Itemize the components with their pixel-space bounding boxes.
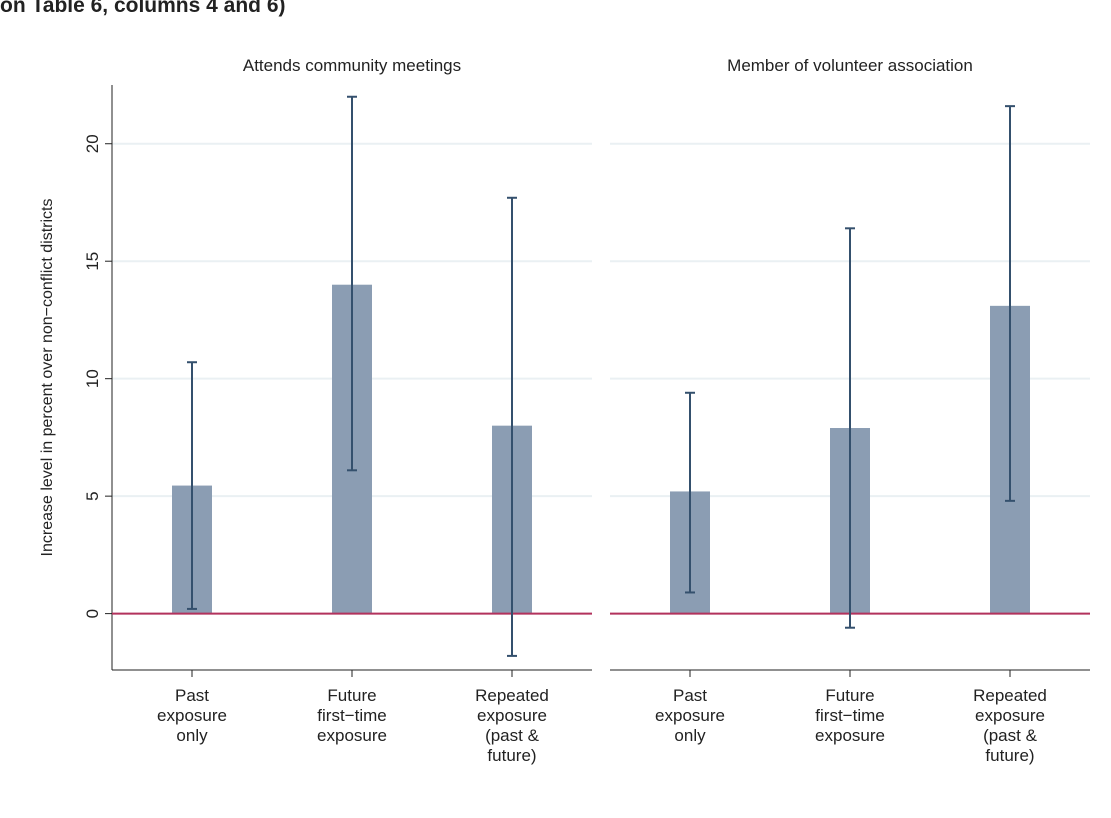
- y-tick-label: 0: [83, 609, 102, 618]
- y-tick-label: 15: [83, 252, 102, 271]
- x-tick-label: exposure: [655, 706, 725, 725]
- x-tick-label: only: [674, 726, 706, 745]
- y-tick-label: 10: [83, 369, 102, 388]
- x-tick-label: exposure: [815, 726, 885, 745]
- x-tick-label: Repeated: [475, 686, 549, 705]
- y-tick-label: 5: [83, 491, 102, 500]
- panel-title: Member of volunteer association: [727, 56, 973, 75]
- x-tick-label: Future: [825, 686, 874, 705]
- x-tick-label: Repeated: [973, 686, 1047, 705]
- x-tick-label: Future: [327, 686, 376, 705]
- x-tick-label: first−time: [317, 706, 386, 725]
- header-text: on Table 6, columns 4 and 6): [0, 0, 286, 17]
- x-tick-label: exposure: [317, 726, 387, 745]
- x-tick-label: only: [176, 726, 208, 745]
- x-tick-label: exposure: [157, 706, 227, 725]
- y-tick-label: 20: [83, 134, 102, 153]
- x-tick-label: Past: [673, 686, 707, 705]
- x-tick-label: future): [487, 746, 536, 765]
- x-tick-label: Past: [175, 686, 209, 705]
- x-tick-label: (past &: [983, 726, 1038, 745]
- x-tick-label: exposure: [975, 706, 1045, 725]
- panel-title: Attends community meetings: [243, 56, 461, 75]
- x-tick-label: future): [985, 746, 1034, 765]
- x-tick-label: exposure: [477, 706, 547, 725]
- x-tick-label: first−time: [815, 706, 884, 725]
- y-axis-label: Increase level in percent over non−confl…: [39, 199, 56, 557]
- x-tick-label: (past &: [485, 726, 540, 745]
